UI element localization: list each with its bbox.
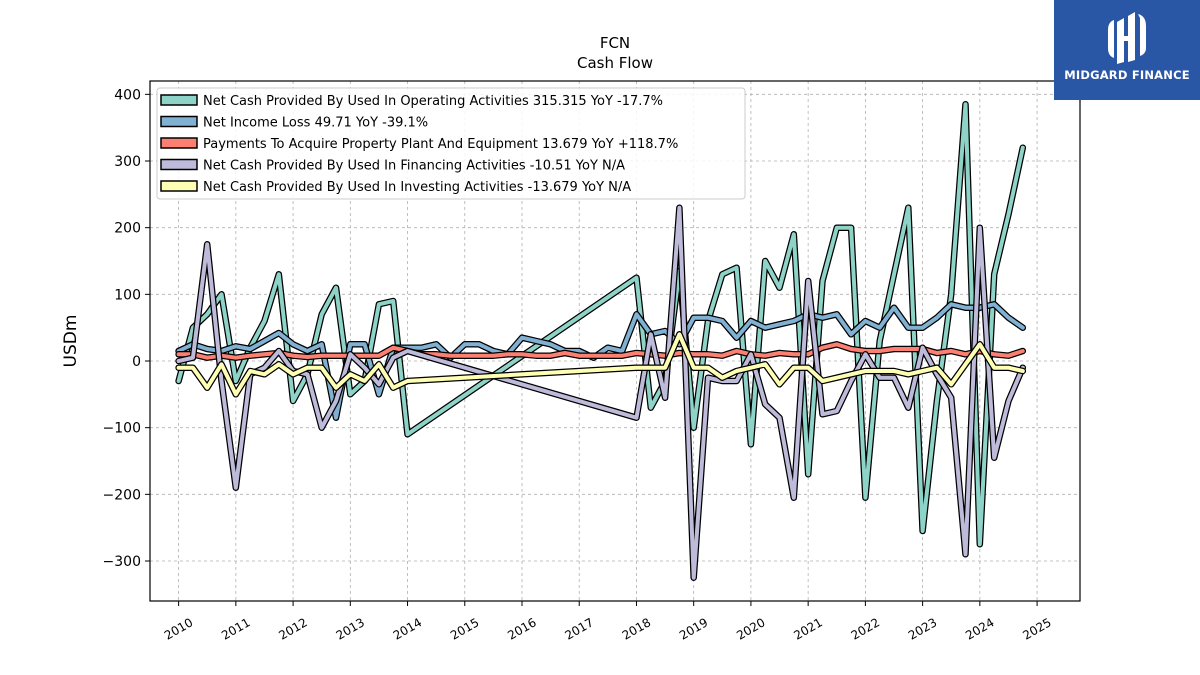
x-tick-label: 2013	[334, 615, 367, 642]
y-tick-label: 300	[114, 154, 141, 170]
series-3	[175, 204, 1027, 581]
y-tick-label: 200	[114, 221, 141, 237]
x-tick-label: 2016	[505, 615, 538, 642]
x-axis-ticks: 2010 2011 2012 2013 2014 2015 2016 2017 2018 2019…	[162, 601, 1054, 643]
x-tick-label: 2023	[906, 615, 939, 642]
x-tick-label: 2020	[734, 615, 767, 642]
legend-swatch	[160, 115, 198, 128]
y-tick-label: −300	[103, 554, 141, 570]
legend-swatch	[160, 137, 198, 149]
x-tick-label: 2019	[677, 615, 710, 642]
x-tick-label: 2025	[1020, 615, 1053, 642]
y-tick-label: 0	[132, 354, 141, 370]
legend-swatch	[160, 94, 198, 106]
brand-name: MIDGARD FINANCE	[1064, 68, 1190, 82]
series-line	[176, 332, 1025, 397]
legend-swatch	[160, 180, 198, 192]
x-tick-label: 2015	[448, 615, 481, 642]
x-tick-label: 2024	[963, 615, 996, 642]
series-lines	[175, 101, 1027, 581]
legend-box	[156, 87, 746, 200]
x-tick-label: 2022	[849, 615, 882, 642]
series-2	[175, 341, 1027, 361]
chart-title: FCN	[600, 34, 630, 52]
legend-label: Net Cash Provided By Used In Investing A…	[203, 180, 631, 195]
legend-label: Payments To Acquire Property Plant And E…	[203, 137, 678, 152]
chart-subtitle: Cash Flow	[577, 54, 653, 72]
y-tick-label: 100	[114, 287, 141, 303]
plot-frame	[149, 80, 1081, 602]
legend: Net Cash Provided By Used In Operating A…	[156, 87, 746, 200]
x-tick-label: 2012	[276, 615, 309, 642]
x-tick-label: 2011	[219, 615, 252, 642]
y-tick-label: −200	[103, 487, 141, 503]
x-tick-label: 2021	[791, 615, 824, 642]
series-line	[176, 342, 1025, 360]
brand-logo: MIDGARD FINANCE	[1054, 0, 1200, 100]
series-line	[176, 205, 1025, 580]
x-tick-label: 2010	[162, 615, 195, 642]
x-tick-label: 2014	[391, 615, 424, 642]
legend-label: Net Cash Provided By Used In Operating A…	[203, 94, 663, 109]
y-tick-label: −100	[103, 421, 141, 437]
y-tick-label: 400	[114, 87, 141, 103]
x-tick-label: 2017	[563, 615, 596, 642]
series-4	[175, 331, 1027, 398]
x-tick-label: 2018	[620, 615, 653, 642]
legend-label: Net Cash Provided By Used In Financing A…	[203, 159, 625, 174]
legend-label: Net Income Loss 49.71 YoY -39.1%	[203, 116, 428, 131]
y-axis-ticks: −300 −200 −100 0 100 200 300 400	[103, 87, 150, 570]
y-axis-label: USDm	[61, 315, 81, 368]
brand-mark-icon	[1108, 12, 1146, 64]
legend-swatch	[160, 158, 198, 171]
